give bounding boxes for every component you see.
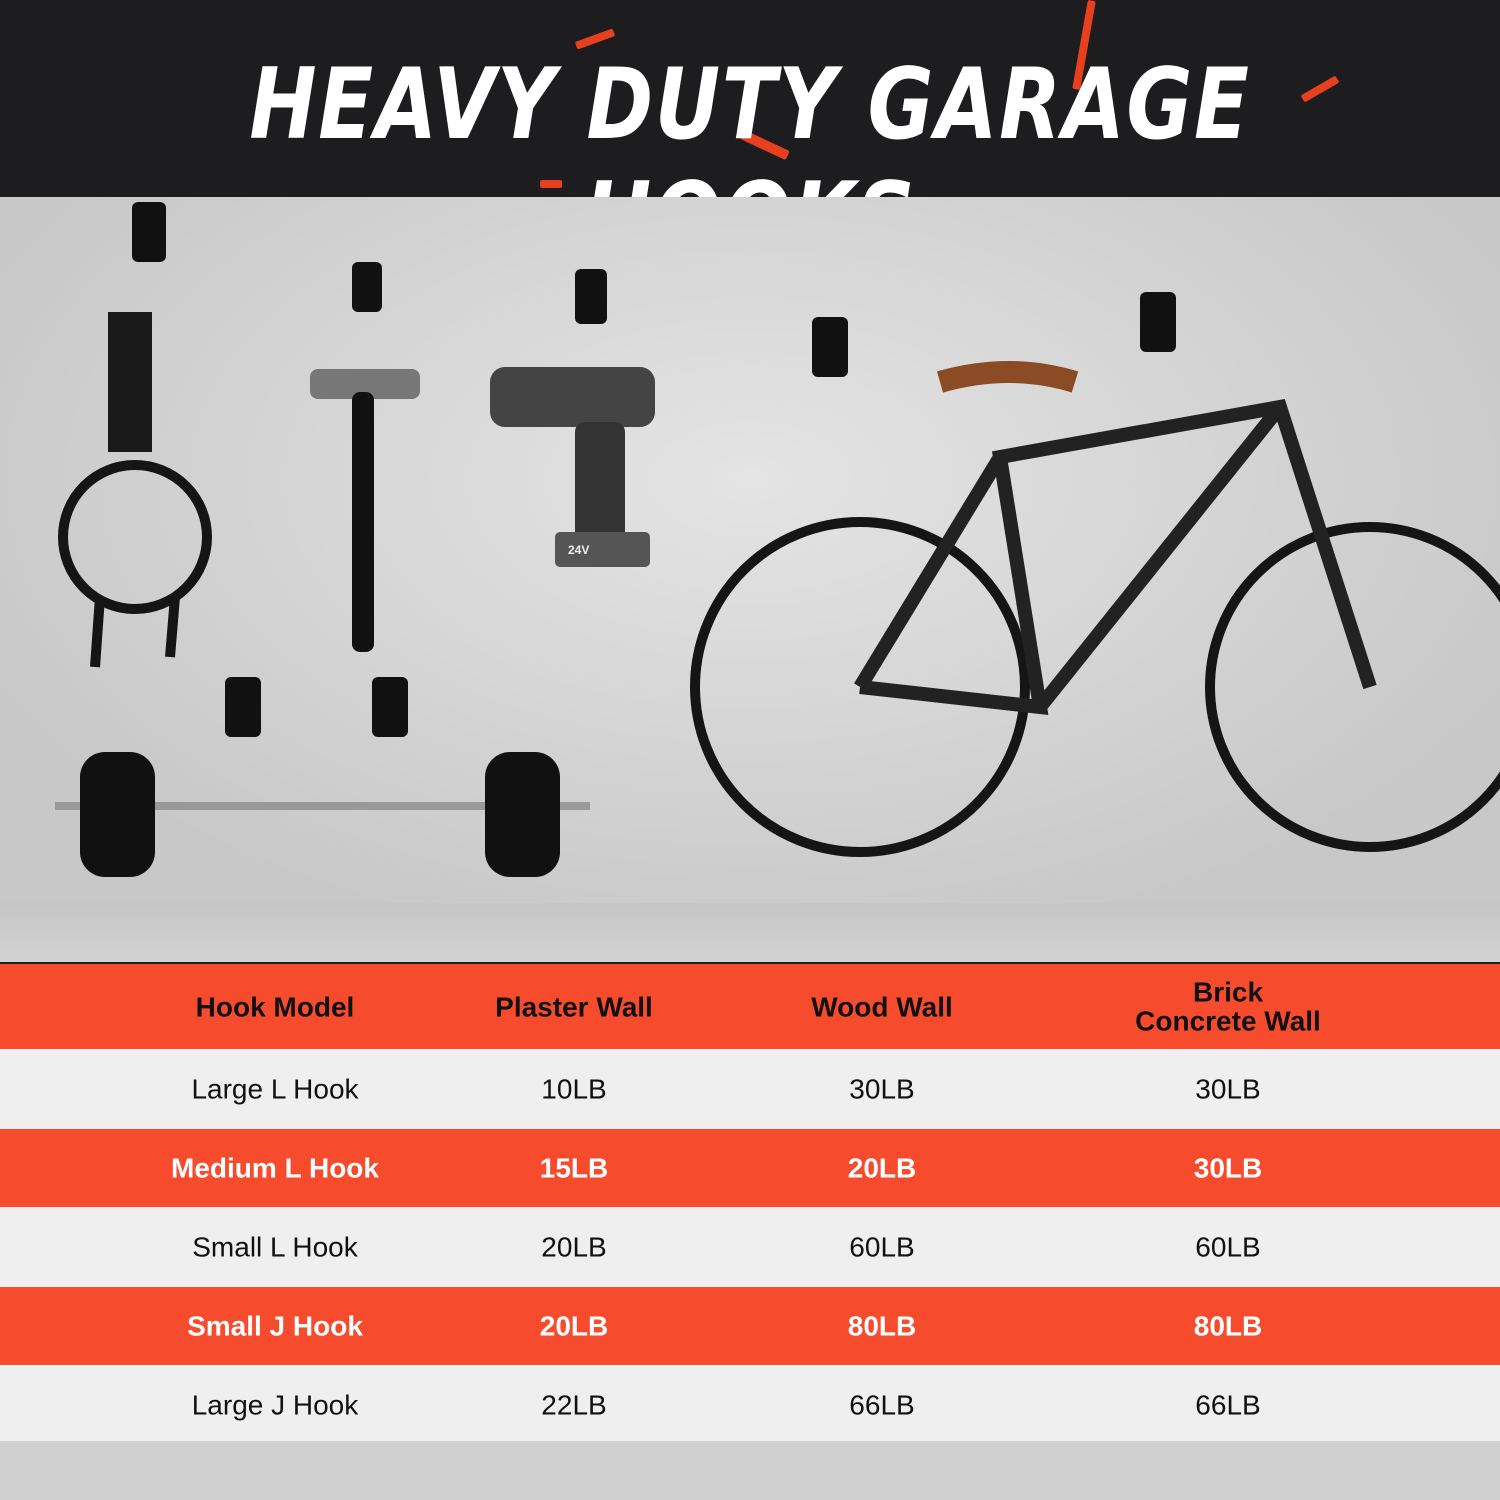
bottom-band — [0, 1441, 1500, 1500]
strap-icon — [108, 312, 152, 452]
header-brick-line2: Concrete Wall — [1135, 1005, 1321, 1037]
table-row: Small L Hook 20LB 60LB 60LB — [0, 1207, 1500, 1287]
plaster-cell: 22LB — [541, 1389, 607, 1421]
header-wood-wall: Wood Wall — [811, 990, 953, 1022]
plaster-cell: 15LB — [539, 1152, 609, 1184]
hook-model-cell: Large J Hook — [191, 1389, 359, 1421]
load-capacity-table: Hook Model Plaster Wall Wood Wall Brick C… — [0, 962, 1500, 1446]
header-brick-line1: Brick — [1192, 976, 1264, 1008]
extension-cord-icon — [58, 460, 212, 668]
table-row: Medium L Hook 15LB 20LB 30LB — [0, 1129, 1500, 1207]
hook-icon — [132, 202, 1176, 737]
spacer-band — [0, 903, 1500, 963]
page-title: HEAVY DUTY GARAGE HOOKS — [249, 48, 1251, 197]
title-banner: HEAVY DUTY GARAGE HOOKS — [0, 0, 1500, 197]
wood-cell: 60LB — [849, 1231, 915, 1263]
bicycle-icon — [690, 361, 1500, 857]
plaster-cell: 10LB — [541, 1073, 607, 1105]
header-plaster-wall: Plaster Wall — [495, 990, 653, 1022]
hook-model-cell: Small L Hook — [192, 1231, 358, 1263]
plaster-cell: 20LB — [539, 1310, 609, 1342]
wood-cell: 30LB — [849, 1073, 915, 1105]
drill-battery-label: 24V — [568, 543, 590, 557]
hook-model-cell: Medium L Hook — [171, 1152, 379, 1184]
brick-cell: 66LB — [1195, 1389, 1261, 1421]
wood-cell: 80LB — [847, 1310, 917, 1342]
brick-cell: 60LB — [1195, 1231, 1261, 1263]
plaster-cell: 20LB — [541, 1231, 607, 1263]
barbell-icon — [55, 752, 590, 877]
hammer-icon — [310, 369, 420, 652]
paint-splatter — [540, 180, 562, 188]
drill-icon — [490, 367, 655, 567]
paint-splatter — [574, 28, 616, 50]
table-row: Small J Hook 20LB 80LB 80LB — [0, 1287, 1500, 1365]
table-row: Large L Hook 10LB 30LB 30LB — [0, 1049, 1500, 1129]
brick-cell: 30LB — [1195, 1073, 1261, 1105]
table-header-row: Hook Model Plaster Wall Wood Wall Brick C… — [0, 964, 1500, 1049]
wood-cell: 20LB — [847, 1152, 917, 1184]
product-photo: 24V — [0, 197, 1500, 903]
table-row: Large J Hook 22LB 66LB 66LB — [0, 1365, 1500, 1445]
wood-cell: 66LB — [849, 1389, 915, 1421]
hook-model-cell: Small J Hook — [187, 1310, 363, 1342]
header-hook-model: Hook Model — [195, 990, 355, 1022]
header-brick-concrete-wall: Brick Concrete Wall — [1078, 977, 1378, 1036]
hook-model-cell: Large L Hook — [191, 1073, 359, 1105]
brick-cell: 30LB — [1193, 1152, 1263, 1184]
brick-cell: 80LB — [1193, 1310, 1263, 1342]
